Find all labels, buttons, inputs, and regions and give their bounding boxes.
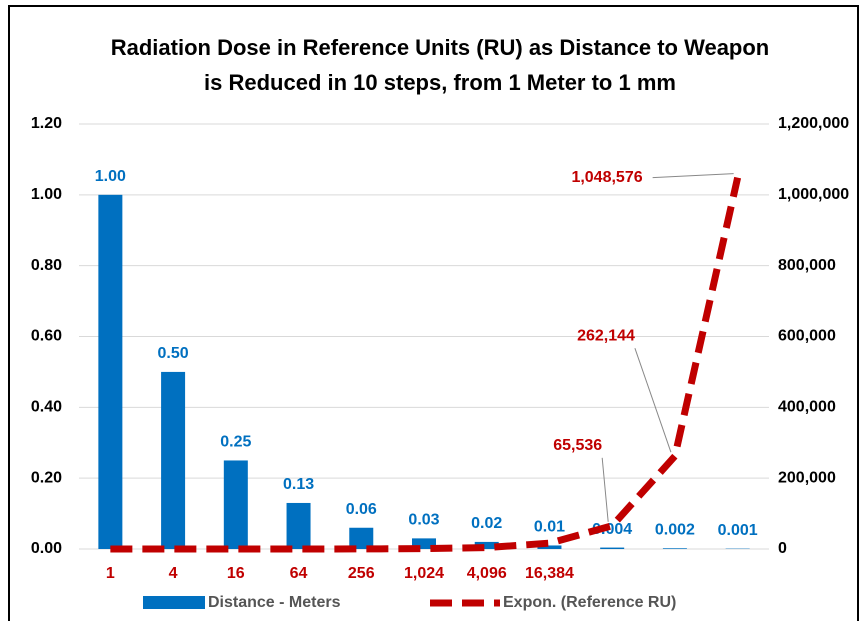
bar: [223, 460, 248, 549]
y2-tick-label: 800,000: [778, 257, 836, 274]
legend-swatch: [143, 596, 205, 609]
bar: [286, 502, 311, 549]
bar-value-label: 0.002: [655, 522, 695, 539]
leader-line: [601, 457, 609, 522]
chart-frame: [8, 5, 859, 621]
bar-value-label: 0.001: [718, 522, 758, 539]
bar: [161, 371, 186, 549]
bar: [662, 548, 687, 549]
y2-tick-label: 600,000: [778, 328, 836, 345]
leader-line: [634, 347, 672, 453]
bar-value-label: 0.02: [471, 515, 502, 532]
y-tick-label: 0.80: [31, 257, 62, 274]
bar-value-label: 1.00: [95, 168, 126, 185]
y2-tick-label: 1,000,000: [778, 186, 849, 203]
x-tick-label: 16,384: [525, 565, 574, 582]
x-tick-label: 16: [227, 565, 245, 582]
y-tick-label: 1.20: [31, 115, 62, 132]
bar: [412, 538, 436, 549]
x-tick-label: 1: [106, 565, 115, 582]
y-tick-label: 0.20: [31, 469, 62, 486]
bar-value-label: 0.01: [534, 519, 565, 536]
x-tick-label: 64: [290, 565, 308, 582]
y2-tick-label: 0: [778, 540, 787, 557]
y-tick-label: 0.00: [31, 540, 62, 557]
bar: [98, 194, 123, 550]
y-tick-label: 0.60: [31, 328, 62, 345]
bar: [474, 541, 499, 549]
y-tick-label: 1.00: [31, 186, 62, 203]
x-tick-label: 4,096: [467, 565, 507, 582]
bar: [349, 527, 374, 549]
bar-value-label: 0.25: [220, 434, 251, 451]
x-tick-label: 256: [348, 565, 375, 582]
chart-title: Radiation Dose in Reference Units (RU) a…: [110, 35, 770, 95]
legend-label: Distance - Meters: [208, 594, 341, 611]
trend-value-label: 65,536: [553, 437, 602, 454]
leader-line: [652, 173, 734, 179]
x-tick-label: 1,024: [404, 565, 444, 582]
trend-value-label: 1,048,576: [571, 169, 642, 186]
bar-value-label: 0.06: [346, 501, 377, 518]
trend-value-label: 262,144: [577, 327, 635, 344]
bar-value-label: 0.50: [158, 345, 189, 362]
bar: [600, 547, 625, 549]
bar-value-label: 0.03: [408, 512, 439, 529]
y2-tick-label: 1,200,000: [778, 115, 849, 132]
y-tick-label: 0.40: [31, 399, 62, 416]
legend-label: Expon. (Reference RU): [503, 594, 676, 611]
trend-line: [110, 176, 742, 553]
bar: [537, 545, 562, 549]
y2-tick-label: 200,000: [778, 469, 836, 486]
x-tick-label: 4: [169, 565, 178, 582]
y2-tick-label: 400,000: [778, 399, 836, 416]
bar-value-label: 0.13: [283, 476, 314, 493]
